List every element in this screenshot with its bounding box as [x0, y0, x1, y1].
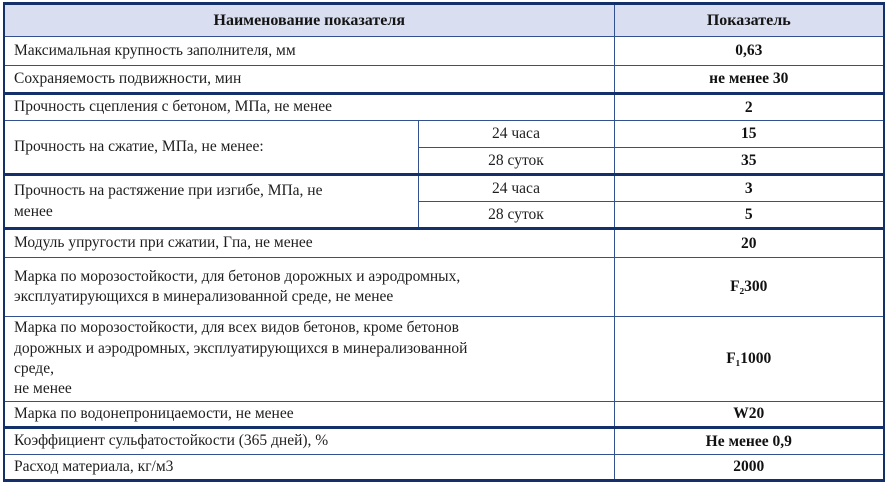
row-value: 2000 [613, 454, 885, 481]
row-value: 20 [613, 228, 885, 258]
table-row: Прочность на растяжение при изгибе, МПа,… [3, 174, 885, 230]
row-value: F₁1000 [613, 316, 885, 402]
row-value: W20 [613, 401, 885, 429]
spec-table: Наименование показателя Показатель Макси… [3, 2, 885, 482]
row-label: Прочность на растяжение при изгибе, МПа,… [3, 174, 419, 230]
table-row: Прочность сцепления с бетоном, МПа, не м… [3, 93, 885, 121]
row-label: Расход материала, кг/м3 [3, 454, 615, 481]
table-row: Сохраняемость подвижности, мин не менее … [3, 65, 885, 95]
table-row: Марка по морозостойкости, для всех видов… [3, 316, 885, 402]
table-subrow: 28 суток 5 [4, 201, 885, 230]
row-label: Коэффициент сульфатостойкости (365 дней)… [3, 427, 615, 455]
table-row: Марка по морозостойкости, для бетонов до… [3, 257, 885, 317]
row-value: Не менее 0,9 [613, 427, 885, 455]
row-label: Марка по морозостойкости, для всех видов… [3, 316, 615, 402]
row-condition: 28 суток [417, 201, 615, 230]
header-value-column: Показатель [613, 3, 885, 37]
table-row: Модуль упругости при сжатии, Гпа, не мен… [3, 228, 885, 258]
row-value: 0,63 [613, 36, 885, 66]
table-row: Прочность на сжатие, МПа, не менее: 24 ч… [3, 120, 885, 176]
row-condition: 24 часа [417, 174, 615, 202]
row-value: 35 [613, 147, 885, 176]
row-label: Модуль упругости при сжатии, Гпа, не мен… [3, 228, 615, 258]
row-label: Максимальная крупность заполнителя, мм [3, 36, 615, 66]
row-label: Марка по водонепроницаемости, не менее [3, 401, 615, 429]
row-condition: 28 суток [417, 147, 615, 176]
row-value: 2 [613, 93, 885, 121]
table-row: Максимальная крупность заполнителя, мм 0… [3, 36, 885, 66]
row-label: Сохраняемость подвижности, мин [3, 65, 615, 95]
header-name-column: Наименование показателя [3, 3, 615, 37]
row-value: 15 [613, 120, 885, 148]
row-value: F₂300 [613, 257, 885, 317]
row-value: 5 [613, 201, 885, 230]
row-value: 3 [613, 174, 885, 202]
table-row: Расход материала, кг/м3 2000 [3, 454, 885, 481]
row-label: Марка по морозостойкости, для бетонов до… [3, 257, 615, 317]
table-header-row: Наименование показателя Показатель [3, 3, 885, 37]
table-subrow: 28 суток 35 [4, 147, 885, 176]
row-value: не менее 30 [613, 65, 885, 95]
row-label: Прочность сцепления с бетоном, МПа, не м… [3, 93, 615, 121]
row-label: Прочность на сжатие, МПа, не менее: [3, 120, 419, 176]
table-row: Коэффициент сульфатостойкости (365 дней)… [3, 427, 885, 455]
row-condition: 24 часа [417, 120, 615, 148]
table-row: Марка по водонепроницаемости, не менее W… [3, 401, 885, 429]
